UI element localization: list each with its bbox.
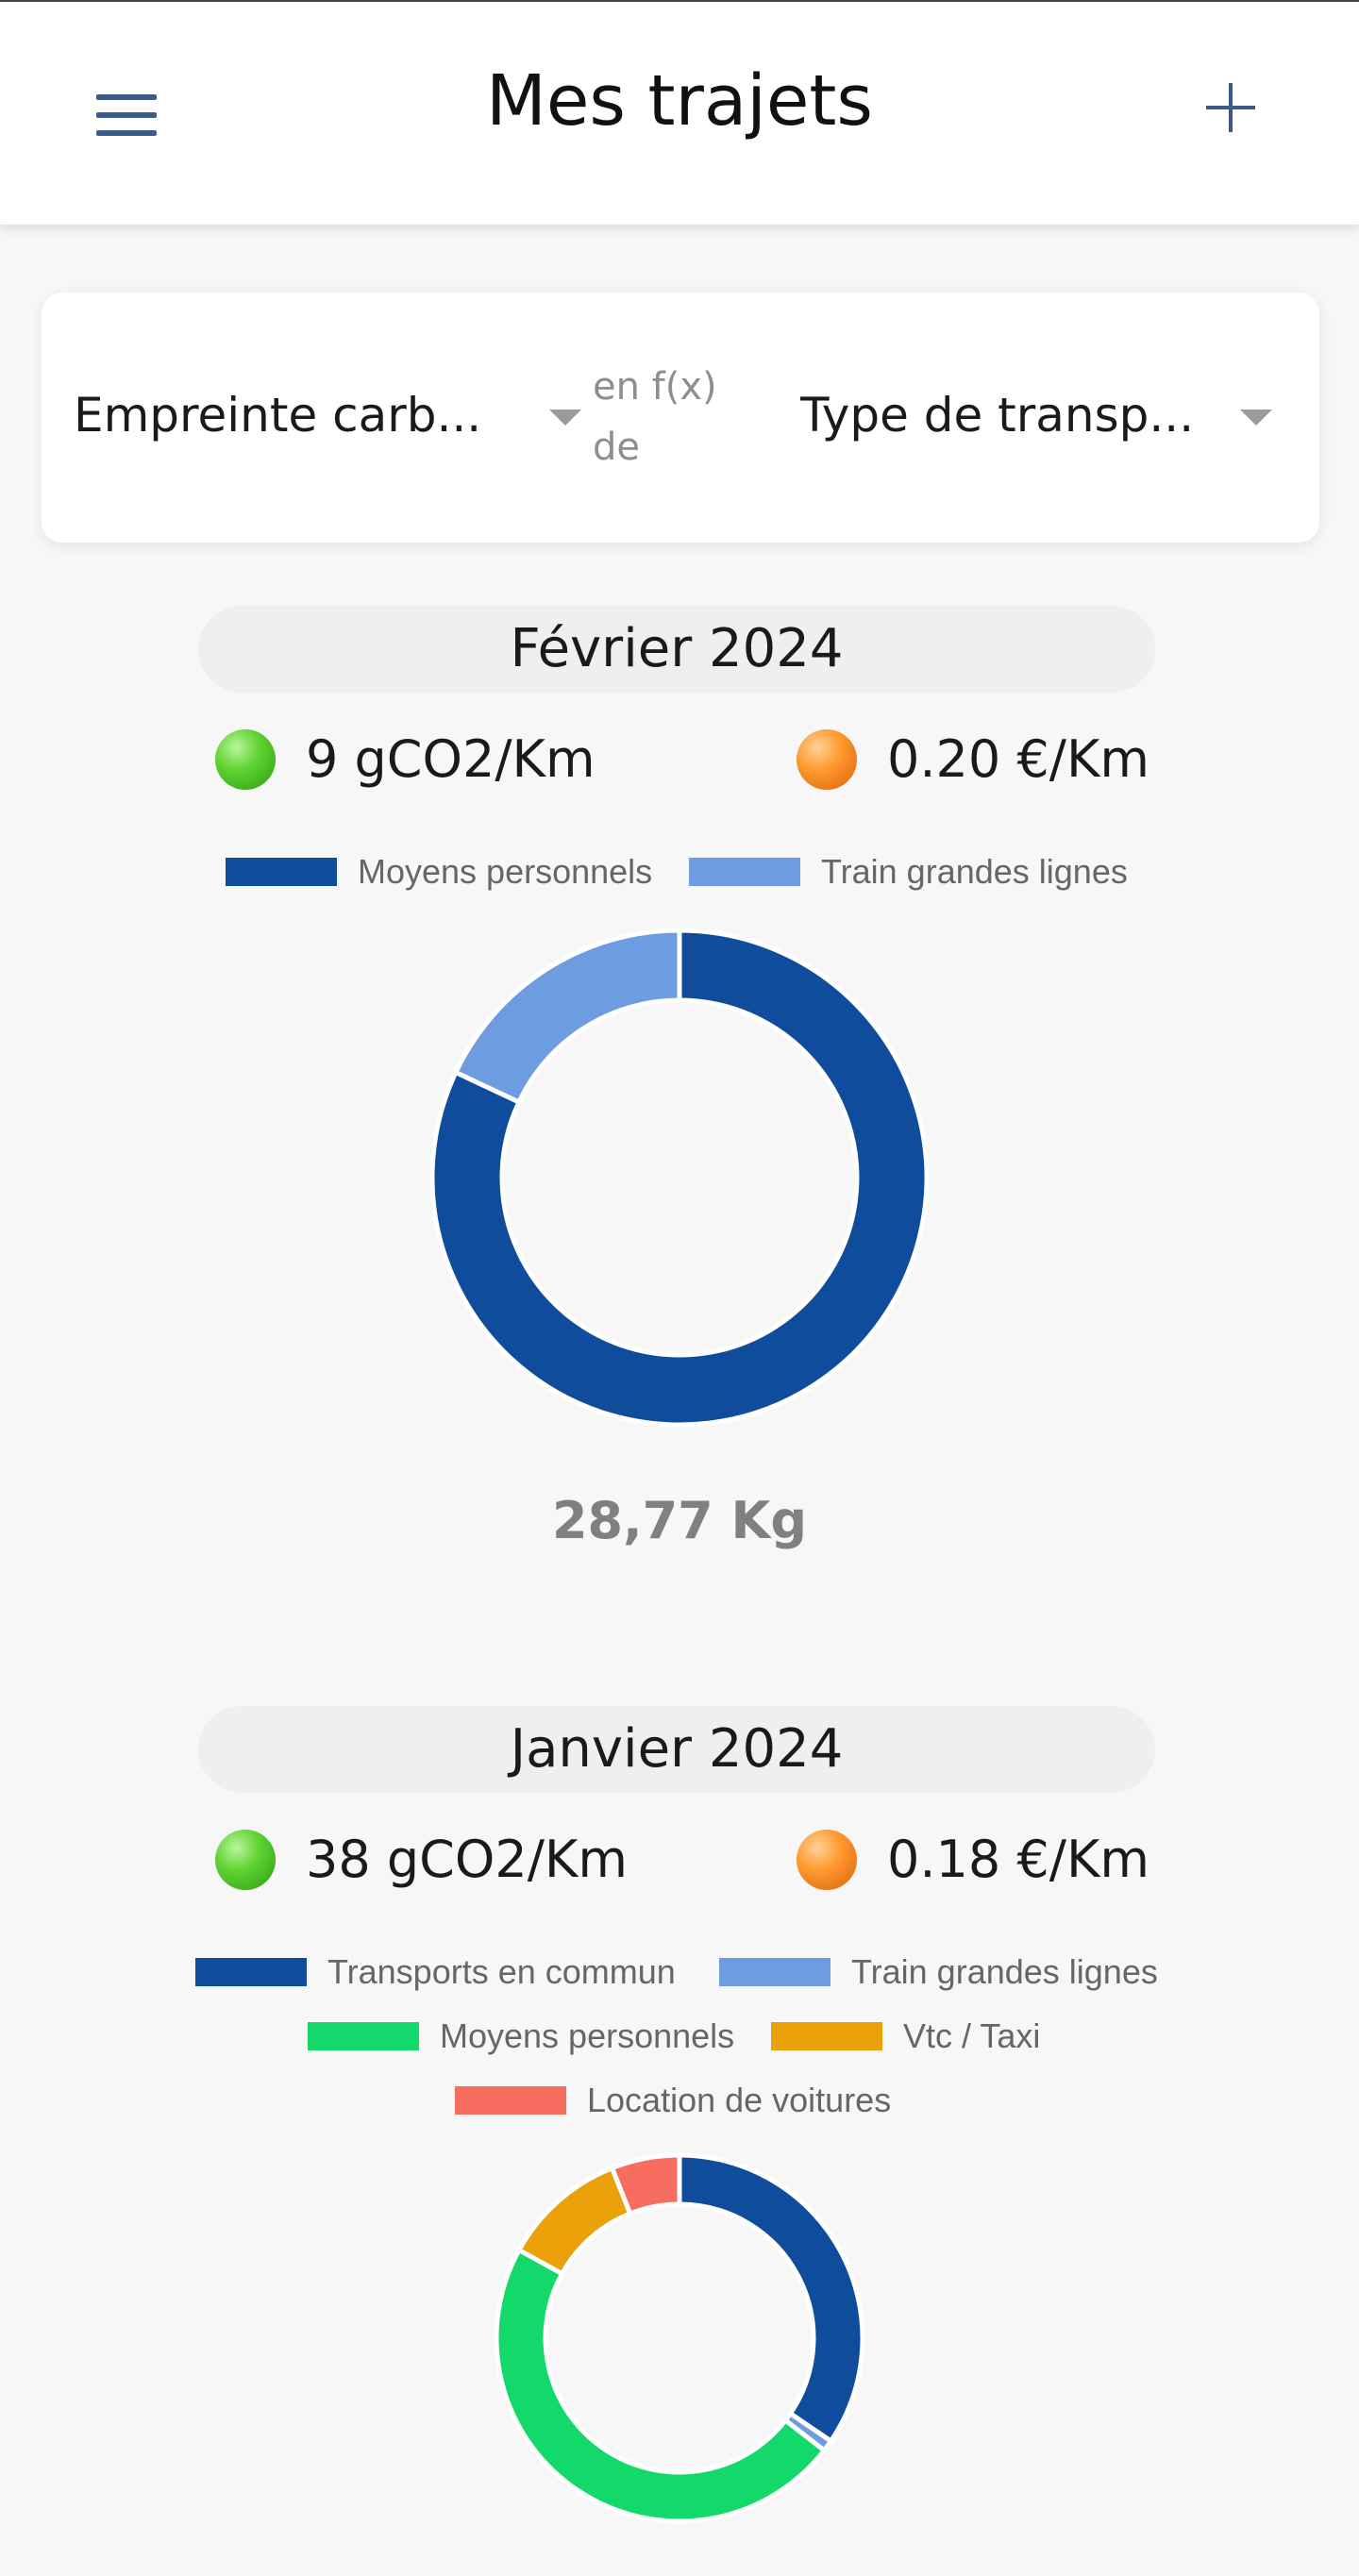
connector-label: en f(x) de bbox=[593, 365, 717, 469]
legend-swatch bbox=[689, 858, 800, 886]
donut-slice-train-grandes-lignes[interactable] bbox=[452, 928, 682, 1106]
grouping-dropdown[interactable]: Type de transp... bbox=[800, 377, 1291, 453]
chevron-down-icon bbox=[1240, 410, 1272, 426]
co2-value: 38 gCO2/Km bbox=[306, 1830, 628, 1889]
monthly-total: 28,77 Kg bbox=[551, 1491, 808, 1550]
grouping-dropdown-value: Type de transp... bbox=[800, 388, 1195, 443]
month-header: Février 2024 bbox=[198, 606, 1155, 693]
legend-label: Vtc / Taxi bbox=[903, 2016, 1041, 2055]
donut-slice-moyens-personnels[interactable] bbox=[429, 928, 930, 1428]
co2-value: 9 gCO2/Km bbox=[306, 729, 596, 789]
donut-slice-transports-en-commun[interactable] bbox=[677, 2152, 865, 2445]
month-header: Janvier 2024 bbox=[198, 1706, 1155, 1793]
page-title: Mes trajets bbox=[486, 60, 873, 142]
filter-card: Empreinte carb... en f(x) de Type de tra… bbox=[42, 293, 1319, 543]
donut-slice-vtc-taxi[interactable] bbox=[515, 2165, 633, 2277]
orange-indicator-icon bbox=[797, 1830, 857, 1890]
donut-slice-moyens-personnels[interactable] bbox=[494, 2247, 828, 2524]
donut-chart-february bbox=[429, 928, 930, 1428]
legend-label: Moyens personnels bbox=[440, 2016, 735, 2055]
legend-swatch bbox=[195, 1958, 307, 1986]
plus-icon[interactable] bbox=[1200, 77, 1261, 138]
legend-swatch bbox=[719, 1958, 830, 1986]
legend-label: Location de voitures bbox=[587, 2081, 892, 2119]
donut-slice-location-de-voitures[interactable] bbox=[609, 2152, 682, 2217]
app-bar: Mes trajets bbox=[0, 2, 1359, 225]
orange-indicator-icon bbox=[797, 729, 857, 790]
status-divider bbox=[0, 0, 1359, 2]
legend-swatch bbox=[308, 2022, 419, 2050]
cost-value: 0.18 €/Km bbox=[887, 1830, 1149, 1889]
chevron-down-icon bbox=[549, 410, 581, 426]
metric-dropdown-value: Empreinte carb... bbox=[74, 388, 482, 443]
hamburger-menu-icon[interactable] bbox=[87, 81, 166, 149]
green-indicator-icon bbox=[215, 1830, 276, 1890]
donut-chart-january bbox=[494, 2152, 865, 2524]
legend-swatch bbox=[226, 858, 337, 886]
legend-label: Transports en commun bbox=[327, 1952, 676, 1991]
metric-dropdown[interactable]: Empreinte carb... bbox=[74, 377, 602, 453]
green-indicator-icon bbox=[215, 729, 276, 790]
legend-swatch bbox=[455, 2086, 566, 2115]
legend-label: Moyens personnels bbox=[358, 852, 653, 891]
legend-label: Train grandes lignes bbox=[851, 1952, 1158, 1991]
legend-swatch bbox=[771, 2022, 882, 2050]
legend-label: Train grandes lignes bbox=[821, 852, 1128, 891]
cost-value: 0.20 €/Km bbox=[887, 729, 1149, 789]
